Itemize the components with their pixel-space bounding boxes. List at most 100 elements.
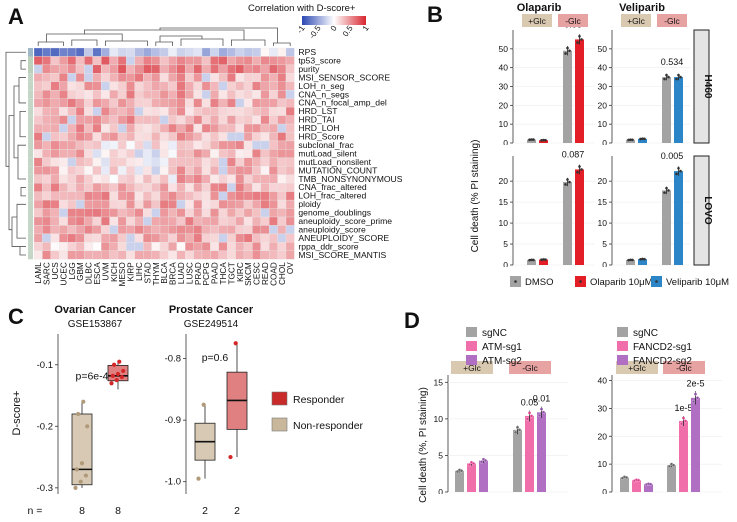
heatmap-cell: [269, 73, 278, 82]
heatmap-cell: [176, 216, 186, 226]
heatmap-row-annotation: [28, 98, 33, 108]
heatmap-cell: [277, 132, 287, 142]
heatmap-cell: [92, 166, 102, 175]
heatmap-cell: [75, 64, 85, 74]
heatmap-column-label: CHOL: [278, 262, 287, 285]
heatmap-cell: [143, 199, 152, 209]
heatmap-cell: [59, 225, 68, 235]
heatmap-cell: [252, 225, 261, 235]
heatmap-column-label: LGG: [68, 262, 77, 279]
data-point: [639, 137, 642, 141]
colorbar-tick-label: -0.5: [307, 24, 323, 41]
box-point: [76, 411, 81, 417]
data-point: [629, 138, 632, 142]
heatmap-cell: [143, 242, 152, 251]
heatmap-cell: [269, 183, 278, 192]
heatmap-cell: [269, 123, 278, 133]
data-point: [532, 258, 535, 262]
heatmap-cell: [227, 216, 236, 226]
heatmap-cell: [176, 73, 186, 82]
heatmap-cell: [134, 174, 144, 184]
c-subtitle: GSE249514: [184, 319, 239, 330]
heatmap-cell: [235, 183, 245, 192]
heatmap-cell: [67, 81, 77, 91]
heatmap-cell: [235, 216, 245, 226]
heatmap-cell: [151, 140, 161, 150]
heatmap-cell: [277, 64, 287, 74]
heatmap-cell: [143, 98, 152, 108]
heatmap-cell: [210, 157, 219, 167]
box-point: [109, 381, 114, 386]
bar: [539, 259, 548, 265]
heatmap-cell: [235, 123, 245, 133]
heatmap-cell: [151, 115, 161, 125]
data-point: [679, 422, 684, 426]
heatmap-cell: [84, 250, 93, 260]
heatmap-cell: [67, 107, 77, 116]
heatmap-row-annotation: [28, 124, 33, 133]
heatmap-cell: [252, 250, 261, 260]
heatmap-cell: [185, 90, 194, 99]
heatmap-cell: [243, 183, 253, 192]
data-point: [639, 258, 642, 261]
heatmap-cell: [151, 216, 161, 226]
heatmap-cell: [269, 208, 278, 218]
heatmap-cell: [109, 157, 119, 167]
heatmap-cell: [260, 123, 270, 133]
heatmap-cell: [168, 174, 177, 184]
heatmap-column-label: DLBC: [85, 262, 94, 284]
heatmap-cell: [269, 233, 278, 243]
heatmap-cell: [243, 242, 253, 251]
c-p-value: p=6e-4: [76, 371, 109, 383]
heatmap-cell: [134, 250, 144, 260]
heatmap-cell: [243, 90, 253, 99]
legend-label: sgNC: [633, 328, 658, 339]
heatmap-row-annotation: [28, 48, 33, 57]
data-point: [537, 413, 542, 418]
heatmap-cell: [134, 208, 144, 218]
bar: [626, 259, 635, 265]
heatmap-cell: [252, 191, 261, 201]
heatmap-cell: [67, 242, 77, 251]
y-tick-label: 20: [598, 431, 608, 441]
heatmap-cell: [126, 81, 135, 91]
heatmap-cell: [176, 242, 186, 251]
heatmap-cell: [277, 242, 287, 251]
heatmap-cell: [252, 107, 261, 116]
heatmap-cell: [193, 98, 203, 108]
heatmap-column-label: COAD: [269, 262, 278, 286]
heatmap-cell: [33, 250, 43, 260]
heatmap-cell: [109, 47, 119, 57]
data-point: [665, 73, 668, 77]
heatmap-cell: [42, 242, 51, 251]
heatmap-cell: [42, 208, 51, 218]
heatmap-cell: [126, 123, 135, 133]
box-point: [201, 402, 206, 407]
data-point: [513, 430, 518, 434]
bar: [620, 477, 629, 492]
heatmap-cell: [109, 242, 119, 251]
heatmap-cell: [210, 81, 219, 91]
heatmap-cell: [277, 107, 287, 116]
heatmap-cell: [227, 174, 236, 184]
legend-label: FANCD2-sg2: [633, 356, 692, 367]
bar: [662, 77, 671, 143]
heatmap-cell: [176, 81, 186, 91]
heatmap-cell: [176, 191, 186, 201]
heatmap-row-annotation: [28, 208, 33, 217]
heatmap-cell: [176, 208, 186, 218]
data-point: [643, 137, 646, 141]
heatmap-cell: [159, 47, 169, 57]
heatmap-cell: [269, 132, 278, 142]
data-point: [627, 258, 630, 262]
heatmap-cell: [218, 166, 228, 175]
heatmap-cell: [101, 47, 110, 57]
heatmap-cell: [42, 47, 51, 57]
heatmap-cell: [84, 208, 93, 218]
heatmap-cell: [134, 73, 144, 82]
heatmap-cell: [269, 250, 278, 260]
heatmap-cell: [218, 56, 228, 66]
heatmap-cell: [218, 233, 228, 243]
heatmap-row-annotation: [28, 81, 33, 91]
heatmap-cell: [126, 166, 135, 175]
